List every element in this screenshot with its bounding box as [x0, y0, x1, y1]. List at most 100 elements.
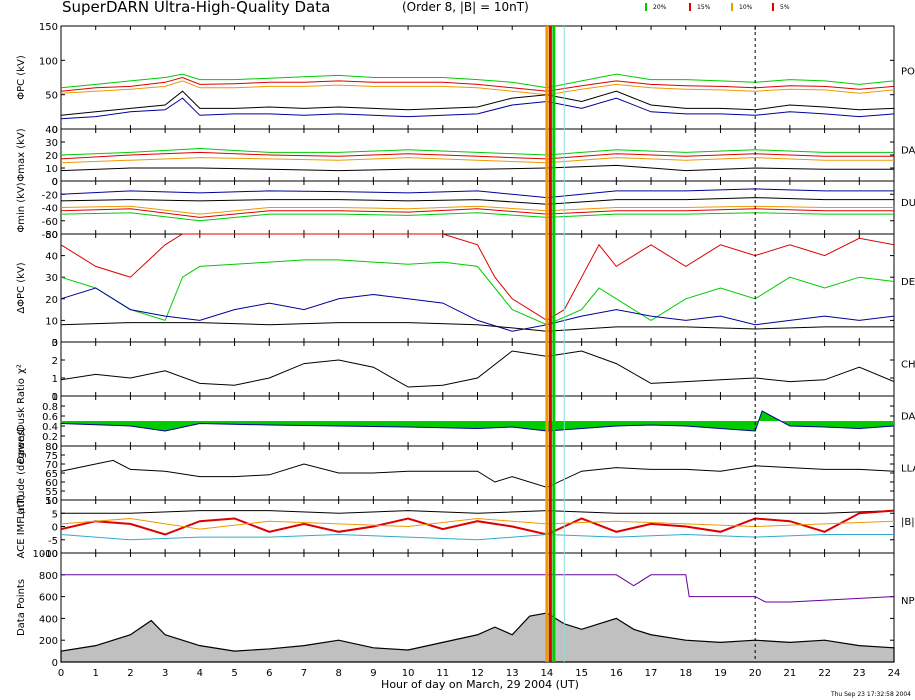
- y-tick-label-dpc: 30: [45, 273, 58, 284]
- series-pmax-black: [60, 164, 894, 172]
- y-axis-label-lat: Latitude (degrees): [16, 427, 27, 519]
- y-tick-label-imf: -10: [42, 549, 58, 560]
- y-tick-label-pmax: 20: [45, 151, 58, 162]
- right-label-ratio: DAY: [901, 412, 915, 423]
- y-tick-label-npts: 400: [39, 614, 58, 625]
- right-label-npts: NP: [901, 596, 915, 607]
- event-band-line: [552, 26, 556, 662]
- right-label-pcp: PO: [901, 66, 915, 77]
- y-tick-label-dpc: 50: [45, 230, 58, 241]
- right-label-imf: |B|: [901, 517, 915, 528]
- x-tick-label: 24: [888, 668, 901, 679]
- x-tick-label: 8: [335, 668, 341, 679]
- panel-frames: [60, 25, 895, 663]
- right-label-pmin: DU: [901, 198, 915, 209]
- x-tick-label: 17: [645, 668, 658, 679]
- y-tick-label-lat: 65: [45, 469, 58, 480]
- y-axis-label-pcp: ΦPC (kV): [16, 55, 27, 100]
- y-tick-label-ratio: 0: [52, 442, 58, 453]
- x-tick-label: 9: [370, 668, 376, 679]
- y-tick-label-ratio: 1: [52, 392, 58, 403]
- y-tick-label-pcp: 100: [39, 56, 58, 67]
- panel-frame-pmax: [60, 128, 895, 182]
- series-pmin-black: [60, 197, 894, 205]
- x-tick-label: 11: [436, 668, 449, 679]
- y-tick-label-npts: 200: [39, 636, 58, 647]
- x-tick-label: 6: [266, 668, 272, 679]
- series-imf-cyan: [60, 533, 894, 541]
- y-tick-label-pmin: -80: [42, 230, 58, 241]
- x-tick-label: 23: [853, 668, 866, 679]
- y-tick-label-chi: 2: [52, 356, 58, 367]
- event-markers: [545, 3, 774, 662]
- y-tick-label-pcp: 150: [39, 22, 58, 33]
- series-pmax-orange: [60, 157, 894, 164]
- y-tick-label-npts: 600: [39, 593, 58, 604]
- y-tick-label-lat: 75: [45, 451, 58, 462]
- y-tick-label-dpc: 40: [45, 252, 58, 263]
- threshold-legend-5: 5%: [780, 4, 790, 11]
- series-pcp-navy: [60, 97, 895, 120]
- x-tick-label: 20: [749, 668, 762, 679]
- y-tick-label-pmin: -40: [42, 204, 58, 215]
- y-tick-label-ratio: 0.8: [42, 402, 58, 413]
- y-tick-label-lat: 55: [45, 487, 58, 498]
- series-npts-purple: [61, 574, 895, 603]
- series-pmin-green: [60, 212, 894, 222]
- y-tick-label-pmin: -60: [42, 217, 58, 228]
- y-axis-label-dpc: ΔΦPC (kV): [16, 262, 27, 313]
- y-tick-label-dpc: 20: [45, 295, 58, 306]
- x-tick-label: 7: [301, 668, 307, 679]
- panel-frame-dpc: [60, 233, 895, 343]
- series-chi-black: [60, 350, 895, 388]
- y-tick-label-imf: 0: [52, 523, 58, 534]
- x-tick-label: 22: [818, 668, 831, 679]
- x-tick-label: 2: [127, 668, 133, 679]
- panel-frame-chi: [60, 341, 895, 397]
- y-axis-label-pmax: Φmax (kV): [16, 128, 27, 181]
- y-axis-label-npts: Data Points: [16, 579, 27, 636]
- x-tick-label: 12: [471, 668, 484, 679]
- y-tick-label-lat: 60: [45, 478, 58, 489]
- area-npts: [60, 612, 895, 663]
- threshold-legend-10: 10%: [739, 4, 753, 11]
- right-label-chi: CH: [901, 359, 915, 370]
- series-dpc-red: [60, 233, 895, 321]
- y-tick-label-dpc: 0: [52, 338, 58, 349]
- y-tick-label-imf: 10: [45, 496, 58, 507]
- series-dpc-black: [60, 322, 894, 332]
- y-tick-label-npts: 800: [39, 571, 58, 582]
- series-pcp-green: [60, 73, 895, 89]
- y-tick-label-pcp: 50: [45, 91, 58, 102]
- y-tick-label-pmin: 0: [52, 177, 58, 188]
- x-tick-label: 10: [402, 668, 415, 679]
- y-tick-label-chi: 1: [52, 374, 58, 385]
- series-dpc-green: [60, 259, 895, 326]
- right-label-dpc: DE: [901, 277, 915, 288]
- right-label-lat: LLA: [901, 463, 915, 474]
- series-pmax-green: [60, 147, 894, 156]
- y-tick-label-lat: 50: [45, 496, 58, 507]
- x-tick-label: 15: [575, 668, 588, 679]
- y-tick-label-npts: 1000: [33, 549, 58, 560]
- y-axis-label-ratio: Dawn/Dusk Ratio: [16, 378, 27, 464]
- y-tick-label-dpc: 10: [45, 316, 58, 327]
- event-band-line: [545, 26, 549, 662]
- y-axis-label-imf: ACE IMF (nT): [16, 494, 27, 558]
- y-tick-label-pmax: 0: [52, 177, 58, 188]
- y-tick-label-pmax: 30: [45, 138, 58, 149]
- series-imf-black: [61, 510, 895, 514]
- x-tick-label: 5: [231, 668, 237, 679]
- x-tick-label: 4: [197, 668, 203, 679]
- chart-subtitle: (Order 8, |B| = 10nT): [402, 0, 529, 14]
- series-pcp-orange: [60, 80, 895, 96]
- y-tick-label-pmax: 40: [45, 125, 58, 136]
- x-tick-label: 19: [714, 668, 727, 679]
- series-dpc-navy: [60, 287, 895, 332]
- y-tick-label-pcp: 0: [52, 125, 58, 136]
- event-band-line: [548, 26, 552, 662]
- y-tick-label-npts: 0: [52, 658, 58, 669]
- y-tick-label-chi: 3: [52, 338, 58, 349]
